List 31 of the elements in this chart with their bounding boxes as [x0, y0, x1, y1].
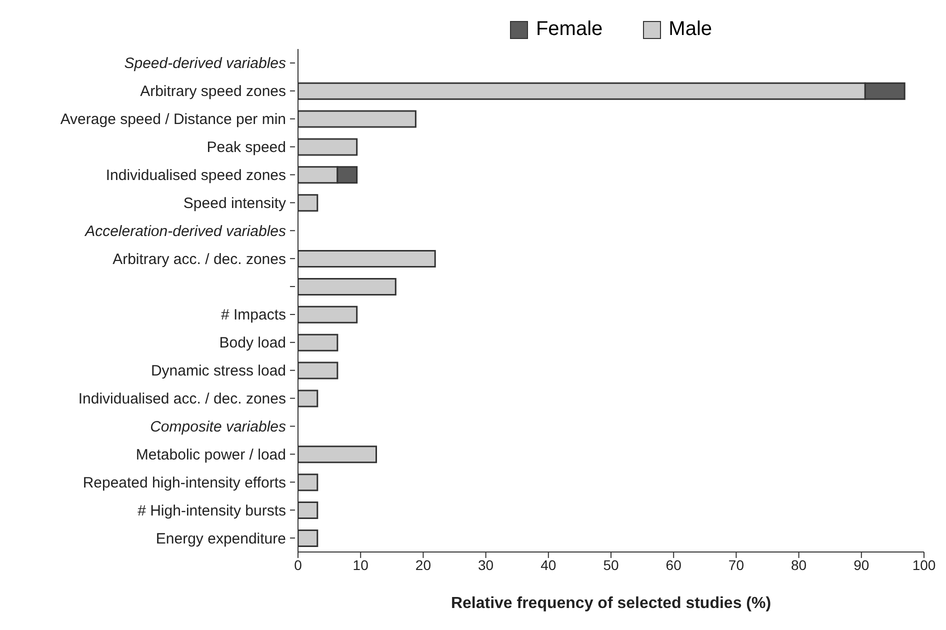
x-axis-title: Relative frequency of selected studies (%): [450, 595, 772, 612]
y-tick-label: Arbitrary speed zones: [140, 83, 286, 100]
legend-label: Male: [668, 18, 712, 41]
x-tick-label: 20: [415, 556, 432, 573]
y-tick-label: # High-intensity bursts: [138, 502, 286, 520]
y-tick-label: Repeated high-intensity efforts: [82, 474, 286, 492]
legend-label: Female: [534, 18, 603, 41]
x-tick-label: 50: [603, 556, 619, 573]
y-tick-label: Individualised acc. / dec. zones: [78, 390, 286, 408]
x-tick-label: 30: [478, 556, 494, 573]
x-tick-label: 10: [352, 556, 369, 573]
y-tick-label: Average speed / Distance per min: [60, 111, 286, 128]
y-tick-label: Dynamic stress load: [150, 362, 286, 380]
y-tick-label: Metabolic power / load: [136, 446, 286, 464]
y-tick-label: Composite variables: [150, 418, 286, 436]
y-tick-label: Peak speed: [206, 139, 286, 156]
x-tick-label: 70: [728, 556, 744, 573]
y-tick-label: Speed-derived variables: [124, 55, 286, 72]
x-tick-label: 80: [791, 556, 807, 573]
y-tick-label: # Impacts: [220, 306, 286, 324]
x-tick-label: 60: [666, 556, 682, 573]
y-tick-label: Acceleration-derived variables: [84, 222, 286, 240]
y-tick-label: Arbitrary acc. / dec. zones: [112, 250, 286, 268]
x-tick-label: 0: [294, 556, 302, 573]
y-tick-label: Energy expenditure: [156, 530, 286, 548]
x-tick-label: 90: [854, 556, 870, 573]
x-tick-label: 40: [540, 556, 556, 573]
y-tick-label: Individualised speed zones: [106, 167, 286, 184]
x-tick-label: 100: [912, 556, 936, 573]
y-tick-label: Speed intensity: [183, 194, 286, 212]
y-tick-label: Body load: [219, 334, 286, 352]
